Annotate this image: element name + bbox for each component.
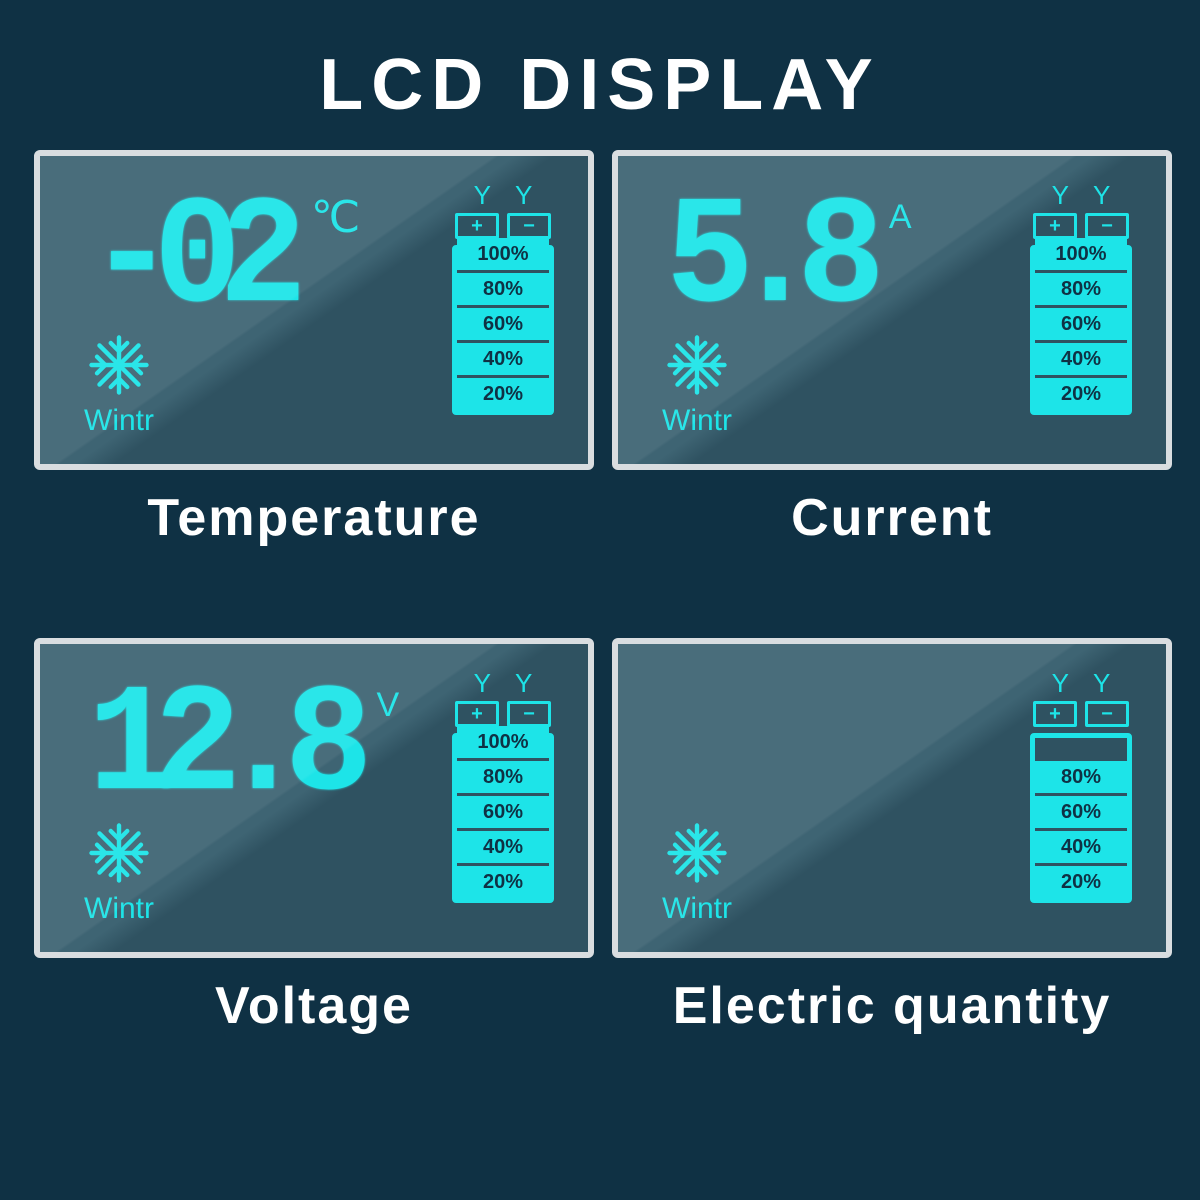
panel-caption: Voltage <box>215 976 413 1036</box>
unit-label: A <box>889 198 912 237</box>
cell-electric-quantity: Wintr Y Y + − 80% 60% 40% 20% <box>612 638 1172 1036</box>
y-left: Y <box>1052 668 1069 699</box>
readout: 12.8 V <box>88 674 399 820</box>
battery-yy: Y Y <box>1052 180 1111 211</box>
battery-cell-empty <box>1035 738 1127 758</box>
battery-terminals: + − <box>455 213 551 239</box>
battery-cell: 20% <box>457 863 549 898</box>
battery-cell: 40% <box>457 340 549 375</box>
mode-block: Wintr <box>84 332 154 438</box>
battery-cell: 100% <box>457 238 549 270</box>
cell-temperature: -02 ℃ Wintr Y Y + − <box>34 150 594 548</box>
battery-terminals: + − <box>455 701 551 727</box>
battery-cell: 80% <box>457 758 549 793</box>
page-title: LCD DISPLAY <box>0 0 1200 150</box>
lcd-panel: 5.8 A Wintr Y Y + − <box>612 150 1172 470</box>
snowflake-icon <box>664 332 730 398</box>
mode-block: Wintr <box>662 820 732 926</box>
battery-cell: 60% <box>1035 793 1127 828</box>
battery-cell: 60% <box>457 305 549 340</box>
y-left: Y <box>1052 180 1069 211</box>
panel-caption: Electric quantity <box>673 976 1112 1036</box>
battery-cell: 20% <box>1035 863 1127 898</box>
terminal-plus: + <box>455 213 499 239</box>
mode-label: Wintr <box>84 404 154 438</box>
y-right: Y <box>1093 668 1110 699</box>
battery-widget: Y Y + − 80% 60% 40% 20% <box>1030 668 1132 903</box>
terminal-minus: − <box>1085 701 1129 727</box>
lcd-panel: 12.8 V Wintr Y Y + − <box>34 638 594 958</box>
battery-cell: 20% <box>457 375 549 410</box>
readout: 5.8 A <box>666 186 912 332</box>
lcd-panel: Wintr Y Y + − 80% 60% 40% 20% <box>612 638 1172 958</box>
battery-cell: 40% <box>457 828 549 863</box>
terminal-minus: − <box>1085 213 1129 239</box>
y-left: Y <box>474 668 491 699</box>
mode-label: Wintr <box>84 892 154 926</box>
y-right: Y <box>515 180 532 211</box>
mode-label: Wintr <box>662 404 732 438</box>
battery-cell: 20% <box>1035 375 1127 410</box>
battery-cell: 100% <box>1035 238 1127 270</box>
battery-body: 80% 60% 40% 20% <box>1030 733 1132 903</box>
battery-cell: 40% <box>1035 828 1127 863</box>
panel-caption: Current <box>791 488 993 548</box>
battery-cell: 80% <box>457 270 549 305</box>
unit-label: ℃ <box>311 192 360 243</box>
snowflake-icon <box>664 820 730 886</box>
battery-yy: Y Y <box>474 668 533 699</box>
battery-yy: Y Y <box>474 180 533 211</box>
battery-yy: Y Y <box>1052 668 1111 699</box>
snowflake-icon <box>86 332 152 398</box>
terminal-plus: + <box>1033 213 1077 239</box>
battery-cell: 80% <box>1035 758 1127 793</box>
readout: -02 ℃ <box>88 186 360 332</box>
y-right: Y <box>1093 180 1110 211</box>
battery-cell: 60% <box>457 793 549 828</box>
battery-cell: 80% <box>1035 270 1127 305</box>
panel-caption: Temperature <box>147 488 480 548</box>
lcd-panel: -02 ℃ Wintr Y Y + − <box>34 150 594 470</box>
battery-widget: Y Y + − 100% 80% 60% 40% 20% <box>452 180 554 415</box>
terminal-plus: + <box>455 701 499 727</box>
segment-value: 12.8 <box>88 670 350 823</box>
battery-cell: 100% <box>457 726 549 758</box>
battery-widget: Y Y + − 100% 80% 60% 40% 20% <box>1030 180 1132 415</box>
battery-body: 100% 80% 60% 40% 20% <box>452 245 554 415</box>
unit-label: V <box>376 686 399 725</box>
battery-body: 100% 80% 60% 40% 20% <box>1030 245 1132 415</box>
terminal-plus: + <box>1033 701 1077 727</box>
y-left: Y <box>474 180 491 211</box>
cell-voltage: 12.8 V Wintr Y Y + − <box>34 638 594 1036</box>
mode-block: Wintr <box>662 332 732 438</box>
mode-block: Wintr <box>84 820 154 926</box>
lcd-grid: -02 ℃ Wintr Y Y + − <box>0 150 1200 1036</box>
segment-value: 5.8 <box>666 182 863 335</box>
battery-widget: Y Y + − 100% 80% 60% 40% 20% <box>452 668 554 903</box>
y-right: Y <box>515 668 532 699</box>
cell-current: 5.8 A Wintr Y Y + − <box>612 150 1172 548</box>
terminal-minus: − <box>507 213 551 239</box>
battery-terminals: + − <box>1033 701 1129 727</box>
battery-terminals: + − <box>1033 213 1129 239</box>
readout <box>666 674 692 686</box>
battery-cell: 40% <box>1035 340 1127 375</box>
battery-body: 100% 80% 60% 40% 20% <box>452 733 554 903</box>
snowflake-icon <box>86 820 152 886</box>
terminal-minus: − <box>507 701 551 727</box>
segment-value: -02 <box>88 182 285 335</box>
battery-cell: 60% <box>1035 305 1127 340</box>
mode-label: Wintr <box>662 892 732 926</box>
